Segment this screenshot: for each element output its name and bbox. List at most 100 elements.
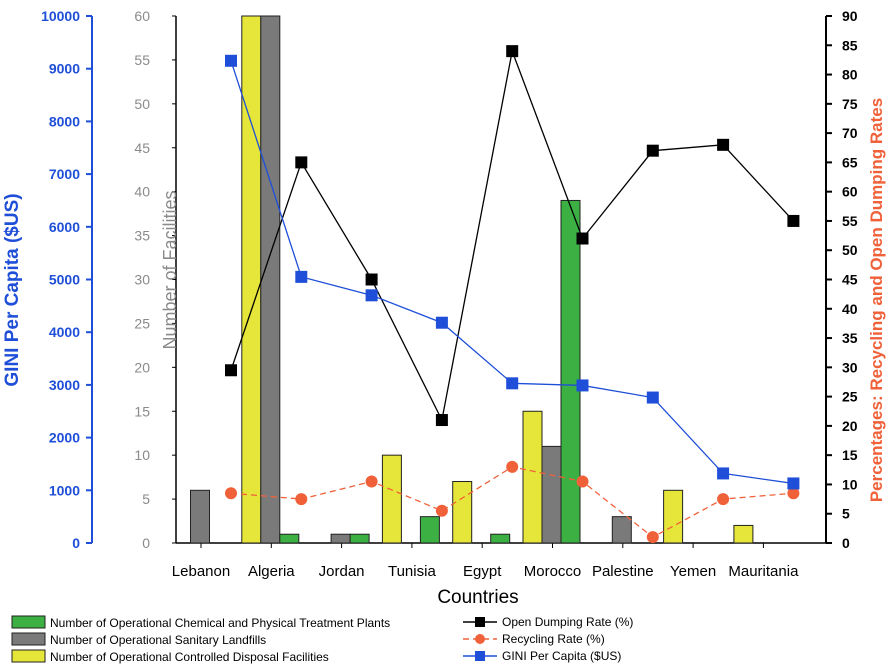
line-point bbox=[295, 156, 308, 169]
percent-tick-label: 55 bbox=[842, 213, 858, 229]
legend-label: Open Dumping Rate (%) bbox=[502, 615, 633, 629]
bar bbox=[279, 533, 300, 544]
line-point bbox=[506, 377, 519, 390]
line-point bbox=[646, 144, 659, 157]
gini-tick-label: 1000 bbox=[49, 482, 80, 498]
bar bbox=[349, 533, 370, 544]
facilities-axis-label: Number of Facilities bbox=[160, 190, 180, 349]
percent-tick-label: 40 bbox=[842, 301, 858, 317]
x-tick-label: Morocco bbox=[524, 563, 582, 580]
line-point bbox=[506, 45, 519, 58]
bar bbox=[419, 516, 440, 544]
percent-tick-label: 35 bbox=[842, 330, 858, 346]
line-point bbox=[576, 232, 589, 245]
gini-tick-label: 8000 bbox=[49, 113, 80, 129]
tick-labels: 0100020003000400050006000700080009000100… bbox=[41, 8, 858, 580]
bars bbox=[190, 15, 754, 544]
percent-axis-label: Percentages: Recycling and Open Dumping … bbox=[867, 98, 886, 502]
percent-tick-label: 5 bbox=[842, 506, 850, 522]
facilities-tick-label: 45 bbox=[134, 140, 150, 156]
facilities-tick-label: 20 bbox=[134, 359, 150, 375]
gini-tick-label: 3000 bbox=[49, 377, 80, 393]
gini-tick-label: 7000 bbox=[49, 166, 80, 182]
percent-tick-label: 30 bbox=[842, 359, 858, 375]
legend-swatch bbox=[11, 632, 46, 646]
line-point bbox=[576, 379, 589, 392]
legend: Number of Operational Chemical and Physi… bbox=[11, 615, 633, 664]
bar bbox=[330, 533, 351, 544]
line-point bbox=[365, 289, 378, 302]
line-point bbox=[435, 316, 448, 329]
facilities-tick-label: 60 bbox=[134, 8, 150, 24]
bar bbox=[541, 445, 562, 544]
facilities-tick-label: 40 bbox=[134, 184, 150, 200]
gini-tick-label: 0 bbox=[72, 535, 80, 551]
bar bbox=[733, 524, 754, 544]
line-point bbox=[435, 504, 448, 517]
gini-tick-label: 4000 bbox=[49, 324, 80, 340]
percent-tick-label: 10 bbox=[842, 476, 858, 492]
x-tick-label: Algeria bbox=[248, 563, 295, 580]
legend-marker bbox=[475, 651, 485, 661]
line-path bbox=[230, 48, 794, 423]
bar bbox=[260, 15, 281, 544]
percent-tick-label: 50 bbox=[842, 242, 858, 258]
legend-label: GINI Per Capita ($US) bbox=[502, 649, 621, 663]
x-tick-label: Yemen bbox=[670, 563, 716, 580]
x-tick-label: Jordan bbox=[319, 563, 365, 580]
line-point bbox=[506, 460, 519, 473]
percent-tick-label: 70 bbox=[842, 125, 858, 141]
percent-tick-label: 75 bbox=[842, 96, 858, 112]
bar bbox=[452, 481, 473, 544]
bar bbox=[490, 533, 511, 544]
line-point bbox=[717, 138, 730, 151]
facilities-tick-label: 5 bbox=[142, 491, 150, 507]
percent-tick-label: 60 bbox=[842, 184, 858, 200]
percent-tick-label: 85 bbox=[842, 37, 858, 53]
line-path bbox=[230, 466, 794, 538]
bar bbox=[560, 199, 581, 544]
facilities-tick-label: 30 bbox=[134, 272, 150, 288]
line-point bbox=[365, 273, 378, 286]
line-path bbox=[230, 60, 794, 485]
percent-tick-label: 20 bbox=[842, 418, 858, 434]
x-tick-label: Tunisia bbox=[388, 563, 436, 580]
percent-tick-label: 90 bbox=[842, 8, 858, 24]
x-tick-label: Lebanon bbox=[172, 563, 230, 580]
line-series bbox=[225, 45, 800, 544]
legend-marker bbox=[475, 634, 485, 644]
line-point bbox=[225, 364, 237, 377]
legend-label: Recycling Rate (%) bbox=[502, 632, 605, 646]
bar bbox=[381, 454, 402, 544]
gini-tick-label: 5000 bbox=[49, 272, 80, 288]
percent-tick-label: 45 bbox=[842, 272, 858, 288]
legend-label: Number of Operational Sanitary Landfills bbox=[50, 633, 266, 647]
legend-label: Number of Operational Chemical and Physi… bbox=[50, 616, 390, 630]
gini-tick-label: 9000 bbox=[49, 61, 80, 77]
facilities-tick-label: 55 bbox=[134, 52, 150, 68]
facilities-tick-label: 25 bbox=[134, 315, 150, 331]
percent-tick-label: 80 bbox=[842, 67, 858, 83]
bar bbox=[190, 489, 210, 544]
legend-label: Number of Operational Controlled Disposa… bbox=[50, 650, 329, 664]
facilities-tick-label: 15 bbox=[134, 403, 150, 419]
x-tick-label: Egypt bbox=[463, 563, 502, 580]
line-point bbox=[717, 493, 730, 506]
bar bbox=[611, 516, 632, 544]
line-point bbox=[365, 475, 378, 488]
legend-marker bbox=[475, 617, 485, 627]
percent-tick-label: 65 bbox=[842, 154, 858, 170]
line-point bbox=[576, 475, 589, 488]
legend-swatch bbox=[11, 615, 46, 629]
line-point bbox=[787, 214, 800, 227]
bar bbox=[241, 15, 262, 544]
line-point bbox=[435, 414, 448, 427]
line-point bbox=[787, 487, 800, 500]
facilities-tick-label: 50 bbox=[134, 96, 150, 112]
gini-tick-label: 10000 bbox=[41, 8, 80, 24]
line-point bbox=[225, 54, 237, 67]
x-tick-label: Mauritania bbox=[728, 563, 799, 580]
legend-swatch bbox=[11, 649, 46, 663]
line-point bbox=[717, 467, 730, 480]
